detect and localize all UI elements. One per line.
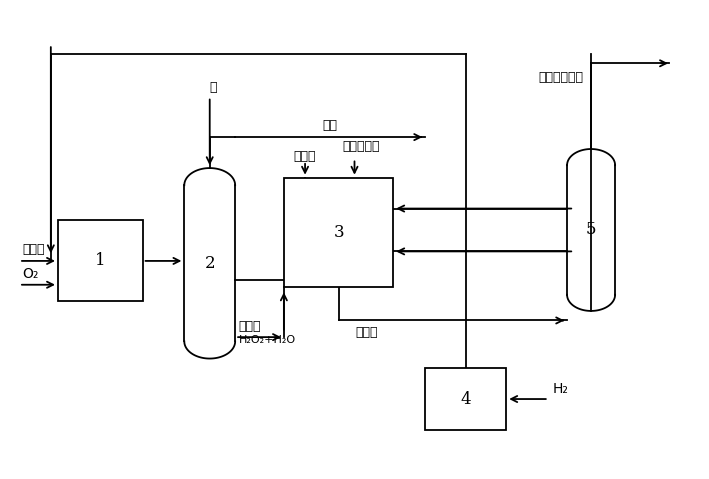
Text: 环己酮: 环己酮 [294, 149, 316, 163]
Text: 3: 3 [333, 224, 344, 241]
Bar [58, 220, 143, 301]
Text: 异丙醇: 异丙醇 [23, 242, 45, 255]
Text: 异丙醇: 异丙醇 [239, 320, 261, 333]
Text: 丙酮: 丙酮 [323, 119, 337, 132]
Text: 腈含水混合物: 腈含水混合物 [538, 71, 583, 84]
Text: 水: 水 [209, 80, 217, 93]
Text: 4: 4 [460, 390, 471, 408]
Bar [425, 368, 506, 430]
Text: 2: 2 [204, 255, 215, 272]
Text: O₂: O₂ [23, 267, 39, 281]
Text: H₂: H₂ [552, 382, 568, 396]
Text: H₂O₂+H₂O: H₂O₂+H₂O [239, 334, 296, 344]
Text: 粗产品: 粗产品 [356, 326, 378, 339]
Text: 1: 1 [95, 252, 106, 269]
Text: 5: 5 [586, 221, 596, 239]
Bar [284, 178, 393, 287]
Text: 异丙醇与水: 异丙醇与水 [343, 140, 380, 153]
